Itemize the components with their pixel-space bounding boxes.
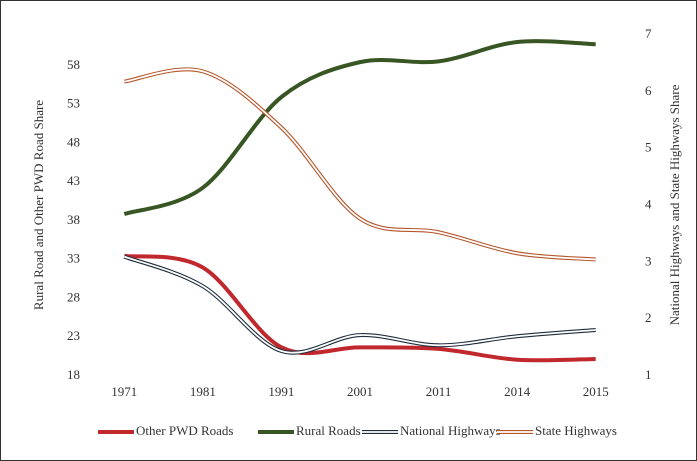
y-tick-label: 18 xyxy=(67,367,80,382)
legend-label: Rural Roads xyxy=(296,423,361,438)
legend-label: National Highways xyxy=(400,423,501,438)
y-tick-label: 48 xyxy=(67,134,80,149)
y2-tick-label: 5 xyxy=(645,140,652,155)
y2-tick-label: 3 xyxy=(645,253,652,268)
x-tick-label: 1991 xyxy=(268,384,294,399)
line xyxy=(123,39,596,216)
y2-tick-label: 6 xyxy=(645,83,652,98)
y2-tick-label: 2 xyxy=(645,310,652,325)
y2-tick-label: 4 xyxy=(645,196,652,211)
x-tick-label: 1971 xyxy=(111,384,137,399)
y-tick-label: 23 xyxy=(67,328,80,343)
x-tick-label: 2011 xyxy=(426,384,452,399)
y2-tick-label: 1 xyxy=(645,367,652,382)
y-tick-label: 53 xyxy=(67,96,80,111)
line-inner xyxy=(124,68,596,261)
x-tick-label: 2014 xyxy=(504,384,531,399)
legend-label: State Highways xyxy=(535,423,617,438)
x-tick-label: 2015 xyxy=(583,384,609,399)
line xyxy=(123,253,596,363)
y-axis-title: Rural Road and Other PWD Road Share xyxy=(31,100,46,310)
y-tick-label: 33 xyxy=(67,251,80,266)
line-inner xyxy=(123,255,596,354)
y2-tick-label: 7 xyxy=(645,26,652,41)
y2-axis-title: National Highways and State Highways Sha… xyxy=(667,84,682,325)
y-tick-label: 28 xyxy=(67,289,80,304)
y-tick-label: 58 xyxy=(67,57,80,72)
x-tick-label: 1981 xyxy=(190,384,216,399)
y-tick-label: 43 xyxy=(67,173,80,188)
y-tick-label: 38 xyxy=(67,212,80,227)
x-tick-label: 2001 xyxy=(347,384,373,399)
legend-label: Other PWD Roads xyxy=(136,423,234,438)
